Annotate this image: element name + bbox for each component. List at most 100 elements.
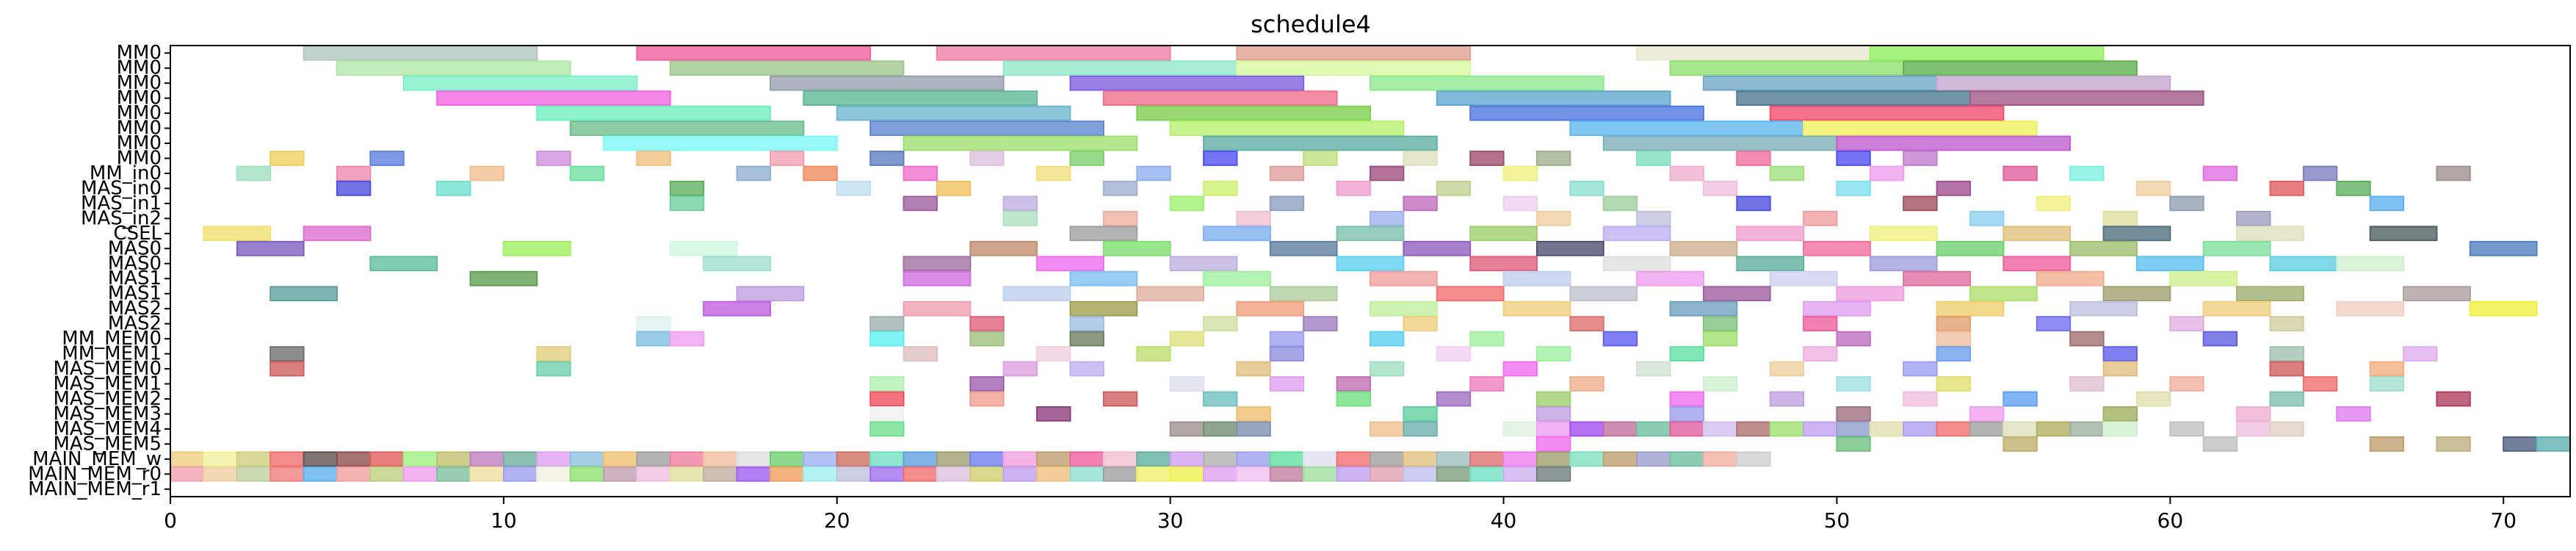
task-bar — [436, 90, 671, 106]
task-bar — [736, 466, 771, 482]
task-bar — [1269, 466, 1305, 482]
task-bar — [1236, 211, 1271, 226]
task-bar — [669, 240, 738, 256]
y-axis: MM0MM0MM0MM0MM0MM0MM0MM0MM_in0MAS_in0MAS… — [28, 42, 170, 500]
task-bar — [936, 451, 972, 467]
task-bar — [636, 151, 671, 166]
task-bar — [1102, 466, 1138, 482]
y-tick-label: MAS2 — [108, 298, 162, 320]
task-bar — [1469, 105, 1704, 121]
task-bar — [1136, 105, 1372, 121]
task-bar — [703, 466, 738, 482]
task-bar — [1502, 361, 1538, 377]
task-bar — [1569, 120, 1805, 136]
task-bar — [1602, 331, 1638, 347]
task-bar — [2269, 391, 2304, 407]
task-bar — [1602, 226, 1671, 242]
task-bar — [1102, 451, 1138, 467]
task-bar — [1069, 151, 1104, 166]
task-bar — [303, 466, 339, 482]
task-bar — [669, 331, 705, 347]
task-bar — [2002, 421, 2038, 437]
task-bar — [369, 256, 438, 272]
task-bar — [1370, 270, 1438, 287]
task-bar — [1469, 331, 1505, 347]
x-tick-label: 40 — [1491, 508, 1517, 533]
task-bar — [803, 466, 838, 482]
task-bar — [2403, 286, 2471, 302]
task-bar — [1502, 165, 1538, 181]
task-bar — [1736, 151, 1771, 166]
task-bar — [1736, 226, 1805, 242]
task-bar — [1669, 391, 1704, 407]
task-bar — [1903, 421, 1938, 437]
task-bar — [1469, 256, 1538, 272]
task-bar — [1002, 211, 1038, 226]
task-bar — [1736, 451, 1771, 467]
y-tick-label: MAIN_MEM_w — [32, 448, 162, 470]
task-bar — [1736, 90, 1972, 106]
y-tick-label: CSEL — [113, 223, 162, 245]
task-bar — [170, 451, 205, 467]
y-tick-label: MAS_in1 — [81, 192, 162, 215]
task-bar — [203, 451, 238, 467]
task-bar — [803, 451, 838, 467]
task-bar — [1303, 451, 1338, 467]
task-bar — [536, 451, 571, 467]
task-bar — [1936, 240, 2005, 256]
task-bar — [1136, 165, 1171, 181]
task-bar — [1403, 466, 1438, 482]
task-bar — [1169, 451, 1205, 467]
task-bar — [1969, 90, 2204, 106]
task-bar — [2135, 181, 2171, 196]
task-bar — [502, 466, 538, 482]
task-bar — [2202, 331, 2238, 347]
task-bar — [2336, 406, 2371, 422]
task-bar — [2102, 361, 2138, 377]
task-bar — [1469, 376, 1505, 392]
task-bar — [1203, 466, 1238, 482]
task-bar — [1869, 226, 1938, 242]
task-bar — [1903, 270, 1971, 287]
task-bar — [1669, 240, 1738, 256]
y-tick-label: MM_MEM1 — [62, 343, 162, 365]
task-bar — [1436, 90, 1671, 106]
task-bar — [2202, 300, 2271, 317]
task-bar — [2269, 421, 2304, 437]
task-bar — [2036, 316, 2072, 332]
chart-title: schedule4 — [1251, 10, 1371, 38]
task-bar — [2002, 226, 2072, 242]
task-bar — [1836, 406, 1871, 422]
task-bar — [936, 181, 972, 196]
task-bar — [536, 466, 571, 482]
task-bar — [2236, 226, 2304, 242]
task-bar — [1236, 406, 1271, 422]
task-bar — [2436, 391, 2471, 407]
task-bar — [2069, 240, 2138, 256]
task-bar — [1702, 376, 1738, 392]
x-axis: 0 10 20 30 40 50 60 70 — [164, 497, 2517, 533]
task-bar — [902, 300, 972, 317]
task-bar — [2069, 165, 2105, 181]
task-bar — [1636, 270, 1704, 287]
task-bar — [736, 451, 771, 467]
task-bar — [1370, 361, 1405, 377]
task-bar — [603, 466, 638, 482]
task-bar — [1136, 346, 1171, 362]
task-bar — [2369, 226, 2438, 242]
task-bar — [402, 466, 438, 482]
task-bar — [569, 120, 805, 136]
task-bar — [1036, 165, 1071, 181]
task-bar — [2436, 165, 2471, 181]
task-bar — [902, 195, 938, 212]
task-bar — [536, 361, 571, 377]
task-bar — [969, 240, 1038, 256]
task-bar — [536, 151, 571, 166]
task-bar — [1869, 45, 2105, 61]
task-bar — [1535, 466, 1571, 482]
task-bar — [436, 466, 471, 482]
task-bar — [1203, 151, 1238, 166]
task-bar — [1336, 376, 1371, 392]
task-bar — [1803, 240, 1871, 256]
